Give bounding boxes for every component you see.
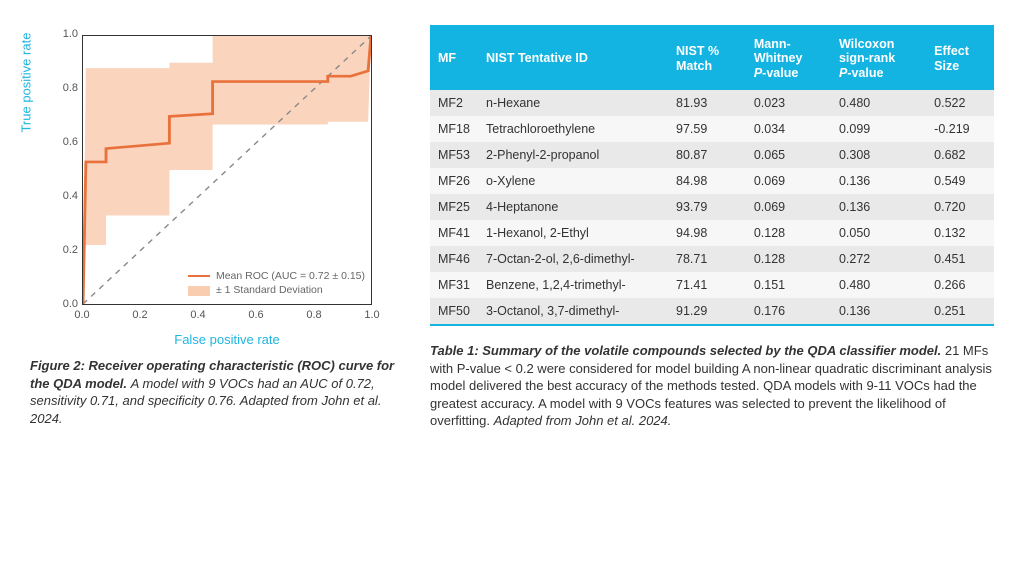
table-cell: 80.87 — [668, 142, 746, 168]
table-cell: 84.98 — [668, 168, 746, 194]
y-tick: 0.2 — [56, 244, 78, 256]
table-header: Wilcoxonsign-rankP-value — [831, 27, 926, 90]
compounds-table: MFNIST Tentative IDNIST %MatchMann-Whitn… — [430, 27, 994, 326]
table-cell: 97.59 — [668, 116, 746, 142]
table-cell: MF25 — [430, 194, 478, 220]
table-cell: 0.682 — [926, 142, 994, 168]
table-cell: 0.549 — [926, 168, 994, 194]
table-cell: 0.308 — [831, 142, 926, 168]
table-cell: 0.272 — [831, 246, 926, 272]
table-cell: 0.069 — [746, 194, 831, 220]
x-tick: 0.0 — [67, 309, 97, 321]
table-row: MF26o-Xylene84.980.0690.1360.549 — [430, 168, 994, 194]
table-cell: MF26 — [430, 168, 478, 194]
y-tick: 1.0 — [56, 28, 78, 40]
x-tick: 0.6 — [241, 309, 271, 321]
table-cell: 0.151 — [746, 272, 831, 298]
figure-caption: Figure 2: Receiver operating characteris… — [30, 357, 400, 427]
table-header: MF — [430, 27, 478, 90]
plot-area: Mean ROC (AUC = 0.72 ± 0.15) ± 1 Standar… — [82, 35, 372, 305]
table-cell: 93.79 — [668, 194, 746, 220]
table-row: MF467-Octan-2-ol, 2,6-dimethyl-78.710.12… — [430, 246, 994, 272]
table-cell: 91.29 — [668, 298, 746, 325]
table-cell: MF41 — [430, 220, 478, 246]
legend-line-swatch — [188, 275, 210, 277]
table-cell: 71.41 — [668, 272, 746, 298]
table-cell: 0.451 — [926, 246, 994, 272]
table-cell: 3-Octanol, 3,7-dimethyl- — [478, 298, 668, 325]
legend-line-label: Mean ROC (AUC = 0.72 ± 0.15) — [216, 269, 365, 284]
y-tick: 0.8 — [56, 82, 78, 94]
table-cell: 0.266 — [926, 272, 994, 298]
table-cell: 0.251 — [926, 298, 994, 325]
table-cell: 0.128 — [746, 246, 831, 272]
table-row: MF503-Octanol, 3,7-dimethyl-91.290.1760.… — [430, 298, 994, 325]
table-cell: Tetrachloroethylene — [478, 116, 668, 142]
table-cell: 0.069 — [746, 168, 831, 194]
table-cell: MF53 — [430, 142, 478, 168]
table-row: MF254-Heptanone93.790.0690.1360.720 — [430, 194, 994, 220]
x-axis-label: False positive rate — [82, 332, 372, 347]
table-cell: n-Hexane — [478, 90, 668, 116]
table-cell: -0.219 — [926, 116, 994, 142]
table-caption: Table 1: Summary of the volatile compoun… — [430, 342, 994, 430]
table-cell: MF31 — [430, 272, 478, 298]
table-cell: MF2 — [430, 90, 478, 116]
table-row: MF2n-Hexane81.930.0230.4800.522 — [430, 90, 994, 116]
x-tick: 0.4 — [183, 309, 213, 321]
table-cell: 0.522 — [926, 90, 994, 116]
table-cell: 0.136 — [831, 194, 926, 220]
table-header: Mann-WhitneyP-value — [746, 27, 831, 90]
y-tick: 0.6 — [56, 136, 78, 148]
x-tick: 1.0 — [357, 309, 387, 321]
table-row: MF18Tetrachloroethylene97.590.0340.099-0… — [430, 116, 994, 142]
roc-chart: True positive rate False positive rate M… — [30, 25, 390, 345]
x-tick: 0.8 — [299, 309, 329, 321]
table-cell: 0.128 — [746, 220, 831, 246]
table-cell: Benzene, 1,2,4-trimethyl- — [478, 272, 668, 298]
table-cell: 0.099 — [831, 116, 926, 142]
table-cell: 94.98 — [668, 220, 746, 246]
table-cell: 0.050 — [831, 220, 926, 246]
table-cell: 7-Octan-2-ol, 2,6-dimethyl- — [478, 246, 668, 272]
table-cell: MF46 — [430, 246, 478, 272]
table-cell: 0.023 — [746, 90, 831, 116]
table-cell: 81.93 — [668, 90, 746, 116]
table-cell: 0.136 — [831, 168, 926, 194]
y-tick: 0.4 — [56, 190, 78, 202]
table-cell: MF18 — [430, 116, 478, 142]
table-caption-attribution: Adapted from John et al. 2024. — [494, 413, 672, 428]
table-header: NIST %Match — [668, 27, 746, 90]
table-cell: 0.480 — [831, 272, 926, 298]
table-cell: 4-Heptanone — [478, 194, 668, 220]
table-cell: 0.176 — [746, 298, 831, 325]
table-cell: 0.132 — [926, 220, 994, 246]
y-axis-label: True positive rate — [19, 33, 34, 133]
table-cell: 78.71 — [668, 246, 746, 272]
x-tick: 0.2 — [125, 309, 155, 321]
table-cell: 0.136 — [831, 298, 926, 325]
table-row: MF532-Phenyl-2-propanol80.870.0650.3080.… — [430, 142, 994, 168]
table-header: EffectSize — [926, 27, 994, 90]
table-cell: 0.480 — [831, 90, 926, 116]
table-cell: 1-Hexanol, 2-Ethyl — [478, 220, 668, 246]
legend-band-label: ± 1 Standard Deviation — [216, 283, 323, 298]
table-cell: 0.720 — [926, 194, 994, 220]
table-row: MF31Benzene, 1,2,4-trimethyl-71.410.1510… — [430, 272, 994, 298]
table-cell: o-Xylene — [478, 168, 668, 194]
table-cell: MF50 — [430, 298, 478, 325]
table-header: NIST Tentative ID — [478, 27, 668, 90]
chart-legend: Mean ROC (AUC = 0.72 ± 0.15) ± 1 Standar… — [188, 269, 365, 298]
table-cell: 2-Phenyl-2-propanol — [478, 142, 668, 168]
legend-band-swatch — [188, 286, 210, 296]
table-caption-title: Table 1: Summary of the volatile compoun… — [430, 343, 941, 358]
table-cell: 0.065 — [746, 142, 831, 168]
table-cell: 0.034 — [746, 116, 831, 142]
table-row: MF411-Hexanol, 2-Ethyl94.980.1280.0500.1… — [430, 220, 994, 246]
